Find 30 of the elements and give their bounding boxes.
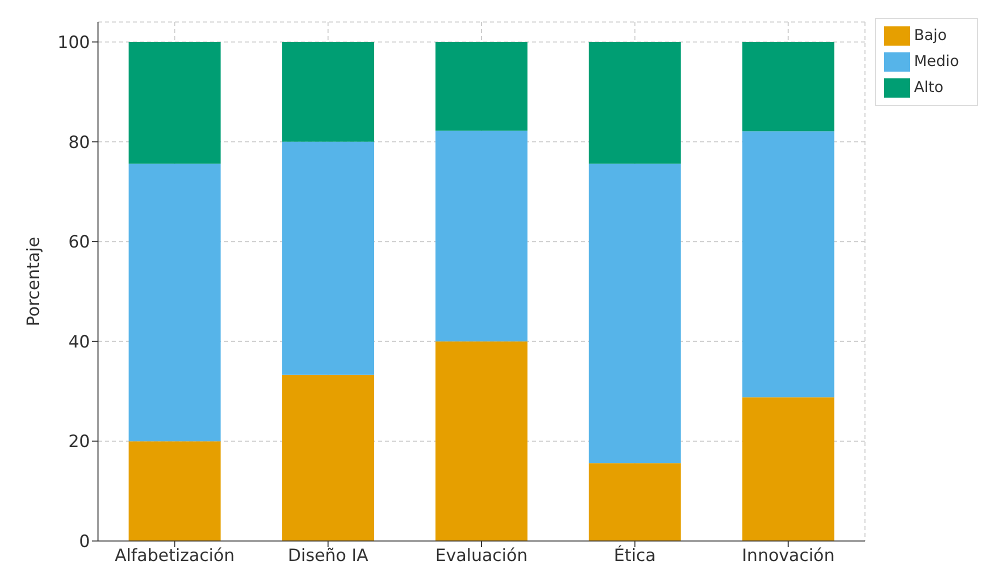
bar bbox=[282, 374, 374, 541]
bar bbox=[742, 131, 834, 398]
y-tick-label: 80 bbox=[68, 132, 90, 153]
y-tick-label: 60 bbox=[68, 232, 90, 253]
bar bbox=[435, 130, 528, 342]
bar bbox=[128, 164, 221, 442]
x-tick-label: Diseño IA bbox=[288, 546, 369, 566]
bar bbox=[435, 341, 528, 541]
x-tick-label: Innovación bbox=[742, 546, 835, 566]
y-tick-label: 100 bbox=[58, 32, 90, 53]
bar bbox=[588, 42, 681, 164]
bar bbox=[282, 42, 374, 142]
y-tick-label: 40 bbox=[68, 332, 90, 352]
bar bbox=[742, 397, 834, 541]
legend-label: Medio bbox=[914, 52, 959, 70]
bar bbox=[282, 142, 374, 375]
x-tick-label: Alfabetización bbox=[114, 546, 235, 566]
y-tick-label: 20 bbox=[68, 432, 90, 452]
x-tick-label: Ética bbox=[614, 545, 656, 566]
legend-label: Bajo bbox=[914, 26, 947, 44]
legend-label: Alto bbox=[914, 78, 944, 96]
bar bbox=[588, 164, 681, 464]
y-tick-label: 0 bbox=[79, 532, 90, 552]
y-axis-title: Porcentaje bbox=[24, 236, 44, 326]
bar bbox=[588, 463, 681, 541]
x-tick-label: Evaluación bbox=[435, 546, 528, 566]
bar bbox=[435, 42, 528, 131]
bar bbox=[128, 441, 221, 541]
bar bbox=[128, 42, 221, 164]
bar bbox=[742, 42, 834, 132]
